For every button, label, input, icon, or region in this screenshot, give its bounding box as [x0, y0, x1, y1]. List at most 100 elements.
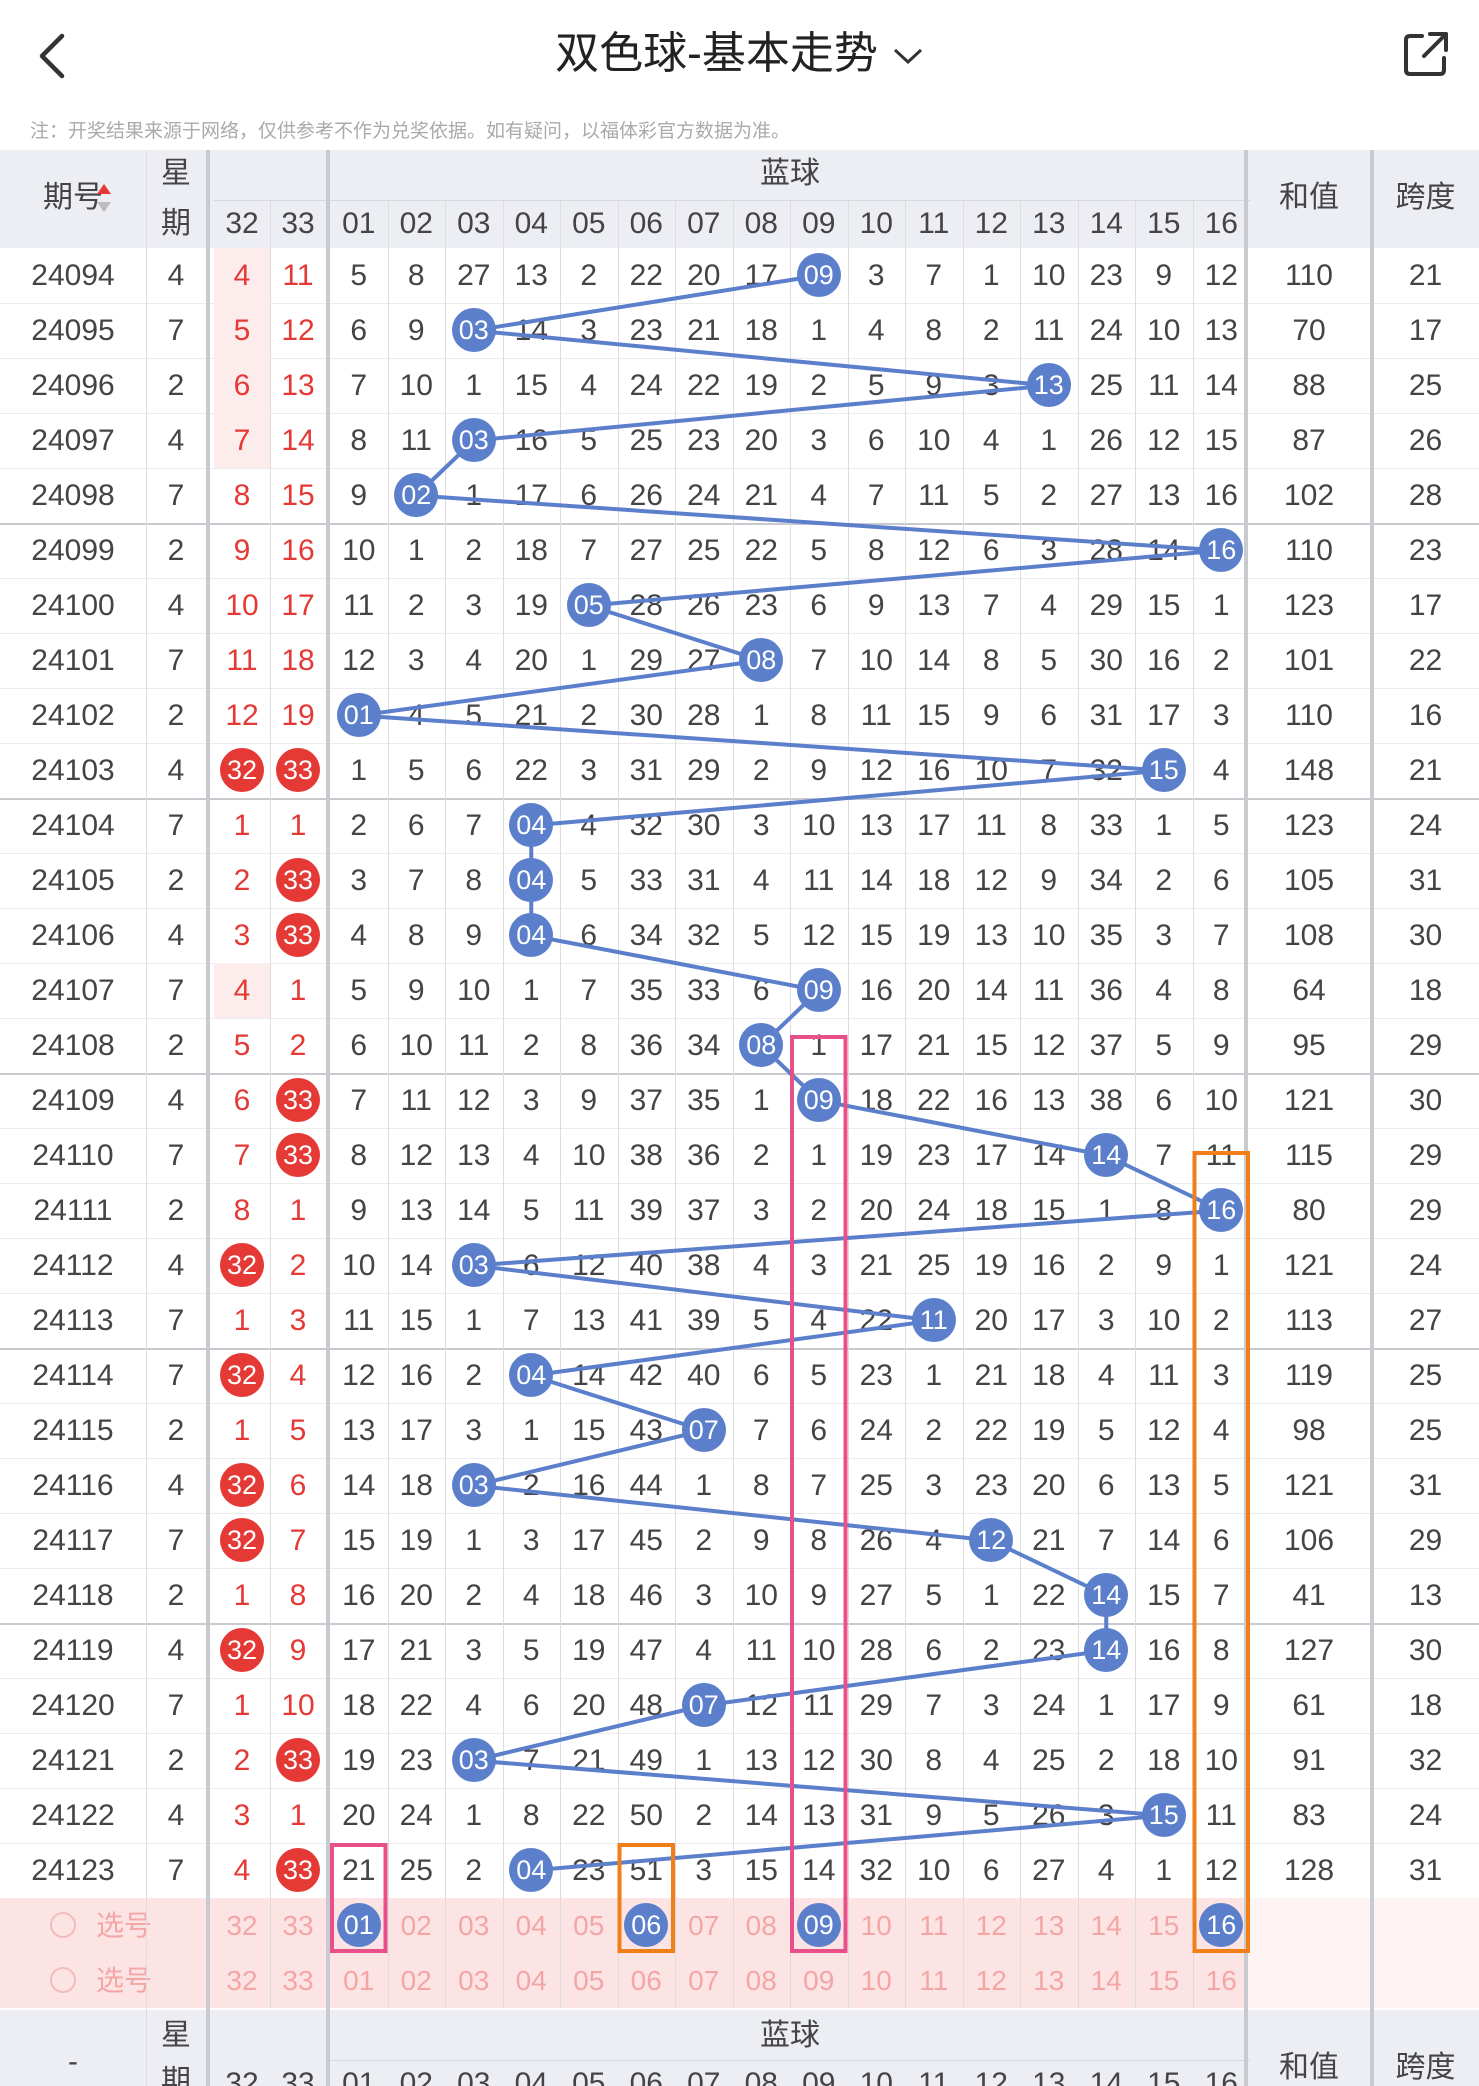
col-divider — [387, 200, 389, 2008]
picker-blue-option[interactable]: 15 — [1148, 1910, 1180, 1941]
back-arrow-icon[interactable] — [30, 28, 74, 84]
blue-miss-count: 5 — [350, 259, 368, 292]
picker-blue-option[interactable]: 09 — [803, 1965, 835, 1996]
blue-miss-count: 6 — [522, 1249, 540, 1282]
picker-red-33[interactable]: 33 — [282, 1910, 314, 1941]
picker-blue-option[interactable]: 13 — [1033, 1965, 1065, 1996]
blue-miss-count: 3 — [522, 1084, 540, 1117]
picker-blue-option[interactable]: 08 — [745, 1910, 777, 1941]
picker-blue-option[interactable]: 04 — [515, 1965, 547, 1996]
blue-miss-count: 10 — [917, 1854, 951, 1887]
red-tail-number: 11 — [282, 259, 314, 292]
blue-miss-count: 3 — [522, 1524, 540, 1557]
blue-miss-count: 14 — [917, 644, 951, 677]
blue-miss-count: 11 — [860, 699, 892, 732]
blue-miss-count: 16 — [1204, 479, 1238, 512]
chevron-down-icon[interactable] — [892, 46, 924, 66]
span-value: 24 — [1408, 1249, 1443, 1282]
picker-red-32[interactable]: 32 — [226, 1910, 258, 1941]
blue-miss-count: 15 — [572, 1414, 606, 1447]
picker-blue-option[interactable]: 03 — [458, 1910, 490, 1941]
blue-miss-count: 11 — [1148, 369, 1180, 402]
picker-blue-option[interactable]: 11 — [919, 1910, 949, 1941]
picker-blue-option[interactable]: 03 — [458, 1965, 490, 1996]
blue-miss-count: 2 — [1040, 479, 1058, 512]
picker-blue-option[interactable]: 15 — [1148, 1965, 1180, 1996]
col-divider — [502, 200, 504, 2008]
blue-miss-count: 7 — [465, 809, 483, 842]
picker-blue-option[interactable]: 05 — [573, 1910, 605, 1941]
span-value: 30 — [1408, 1084, 1443, 1117]
picker-blue-option[interactable]: 12 — [975, 1910, 1007, 1941]
sum-value: 121 — [1283, 1084, 1335, 1117]
picker-blue-selected[interactable]: 06 — [624, 1903, 669, 1947]
blue-miss-count: 2 — [1097, 1249, 1115, 1282]
picker-blue-option[interactable]: 10 — [860, 1965, 892, 1996]
blue-ball: 13 — [1026, 363, 1071, 407]
span-value: 23 — [1408, 534, 1443, 567]
picker-blue-option[interactable]: 12 — [975, 1965, 1007, 1996]
picker-blue-option[interactable]: 10 — [860, 1910, 892, 1941]
issue-number: 24094 — [31, 259, 115, 292]
picker-blue-option[interactable]: 02 — [400, 1910, 432, 1941]
picker-blue-selected[interactable]: 16 — [1199, 1903, 1244, 1947]
picker-blue-option[interactable]: 16 — [1205, 1965, 1237, 1996]
blue-miss-count: 5 — [752, 919, 770, 952]
sum-value: 64 — [1292, 974, 1326, 1007]
picker-blue-option[interactable]: 14 — [1090, 1910, 1122, 1941]
blue-miss-count: 32 — [1089, 754, 1123, 787]
blue-miss-count: 9 — [925, 1799, 943, 1832]
page-title[interactable]: 双色球-基本走势 — [0, 22, 1479, 86]
picker-blue-option[interactable]: 01 — [343, 1965, 375, 1996]
blue-miss-count: 5 — [1155, 1029, 1173, 1062]
blue-miss-count: 1 — [1212, 589, 1230, 622]
footer-blue-06: 06 — [629, 2067, 663, 2086]
picker-red-32[interactable]: 32 — [226, 1965, 258, 1996]
blue-ball: 03 — [451, 1243, 496, 1287]
header-blue-13: 13 — [1032, 207, 1066, 240]
picker-blue-option[interactable]: 05 — [573, 1965, 605, 1996]
sort-icon[interactable] — [96, 184, 112, 212]
share-icon[interactable] — [1398, 26, 1454, 82]
blue-miss-count: 3 — [465, 1414, 483, 1447]
weekday: 2 — [167, 1029, 185, 1062]
picker-label[interactable]: 选号 — [96, 1965, 153, 1996]
blue-miss-count: 18 — [744, 314, 778, 347]
picker-blue-option[interactable]: 08 — [745, 1965, 777, 1996]
picker-blue-option[interactable]: 07 — [688, 1965, 720, 1996]
picker-radio[interactable] — [50, 1912, 76, 1938]
header-blue-08: 08 — [744, 207, 778, 240]
picker-blue-selected[interactable]: 09 — [796, 1903, 841, 1947]
blue-miss-count: 1 — [580, 644, 598, 677]
blue-miss-count: 5 — [810, 534, 828, 567]
red-tail-number: 1 — [233, 1689, 251, 1722]
picker-blue-option[interactable]: 07 — [688, 1910, 720, 1941]
picker-blue-option[interactable]: 02 — [400, 1965, 432, 1996]
blue-miss-count: 6 — [350, 314, 368, 347]
picker-red-33[interactable]: 33 — [282, 1965, 314, 1996]
blue-miss-count: 15 — [1032, 1194, 1066, 1227]
blue-miss-count: 45 — [629, 1524, 663, 1557]
picker-label[interactable]: 选号 — [96, 1910, 153, 1941]
picker-blue-option[interactable]: 14 — [1090, 1965, 1122, 1996]
red-ball: 33 — [276, 1848, 320, 1892]
picker-blue-selected[interactable]: 01 — [336, 1903, 381, 1947]
blue-miss-count: 31 — [1089, 699, 1123, 732]
blue-miss-count: 14 — [744, 1799, 778, 1832]
blue-miss-count: 3 — [982, 1689, 1000, 1722]
picker-blue-option[interactable]: 11 — [919, 1965, 949, 1996]
blue-miss-count: 2 — [522, 1029, 540, 1062]
blue-miss-count: 3 — [752, 1194, 770, 1227]
blue-miss-count: 4 — [1212, 754, 1230, 787]
blue-miss-count: 35 — [629, 974, 663, 1007]
blue-miss-count: 12 — [974, 864, 1008, 897]
footer-span: 跨度 — [1395, 2051, 1456, 2084]
blue-miss-count: 14 — [1147, 534, 1181, 567]
weekday: 7 — [167, 1304, 185, 1337]
picker-blue-option[interactable]: 13 — [1033, 1910, 1065, 1941]
issue-number: 24110 — [32, 1139, 114, 1172]
picker-blue-option[interactable]: 04 — [515, 1910, 547, 1941]
picker-radio[interactable] — [50, 1967, 76, 1993]
blue-miss-count: 25 — [859, 1469, 893, 1502]
picker-blue-option[interactable]: 06 — [630, 1965, 662, 1996]
